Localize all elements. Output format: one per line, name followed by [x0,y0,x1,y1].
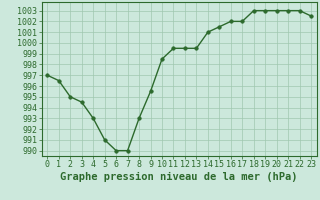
X-axis label: Graphe pression niveau de la mer (hPa): Graphe pression niveau de la mer (hPa) [60,172,298,182]
